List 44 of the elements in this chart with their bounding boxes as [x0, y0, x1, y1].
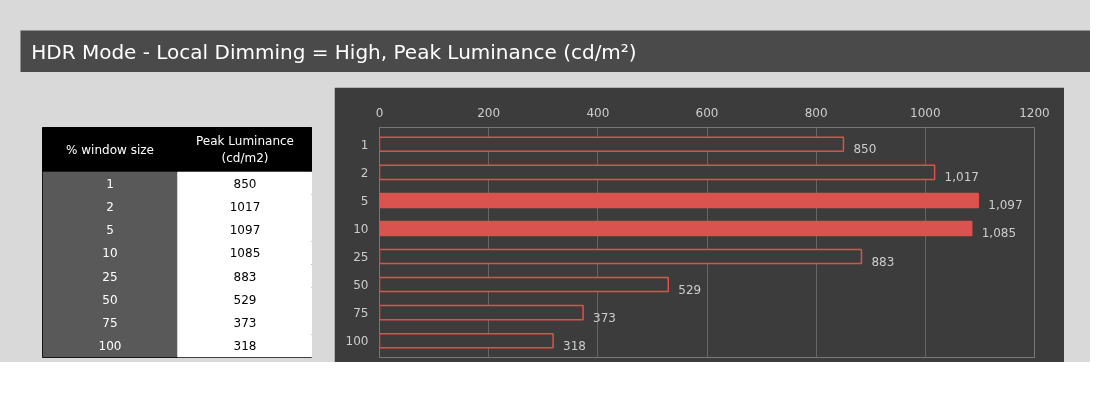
- data-label: 1097: [229, 223, 261, 238]
- y-tick-label: 50: [353, 278, 369, 293]
- data-label: 373: [593, 310, 616, 325]
- data-label: 1017: [229, 199, 261, 214]
- x-tick-label: 1200: [1019, 105, 1050, 120]
- bar: [379, 220, 973, 237]
- x-tick-label: 0: [375, 105, 384, 120]
- y-tick-label: 2: [360, 165, 369, 180]
- bar: [379, 192, 980, 209]
- data-label: 883: [871, 254, 895, 269]
- data-label: 850: [853, 142, 877, 157]
- y-tick-label: 25: [353, 250, 369, 265]
- y-tick-label: 25: [102, 269, 118, 284]
- x-tick-label: 600: [695, 105, 719, 120]
- x-tick-label: Peak Luminance (cd/m2): [196, 134, 294, 165]
- data-label: 1,085: [981, 226, 1017, 241]
- y-tick-label: 75: [102, 316, 118, 331]
- y-axis-title: % window size: [66, 142, 154, 157]
- x-tick-label: 1000: [910, 105, 941, 120]
- data-label: 850: [233, 176, 257, 191]
- y-tick-label: 100: [98, 339, 122, 354]
- data-label: 318: [233, 339, 257, 354]
- y-tick-label: 10: [353, 221, 369, 236]
- data-label: 1,097: [988, 198, 1023, 213]
- y-tick-label: 1: [106, 176, 114, 191]
- data-label: 529: [233, 292, 257, 307]
- data-label: 373: [233, 316, 257, 331]
- y-tick-label: 1: [360, 137, 369, 152]
- y-tick-label: 75: [353, 306, 369, 321]
- data-label: 1085: [229, 246, 261, 261]
- x-tick-label: 800: [804, 105, 828, 120]
- y-tick-label: 2: [106, 199, 114, 214]
- chart-title: HDR Mode - Local Dimming = High, Peak Luminance (cd/m²): [31, 39, 637, 64]
- y-tick-label: 5: [360, 193, 369, 208]
- y-tick-label: 10: [102, 246, 118, 261]
- y-tick-label: 5: [106, 223, 114, 238]
- data-label: 883: [233, 269, 257, 284]
- data-label: 529: [678, 282, 702, 297]
- y-tick-label: 100: [345, 334, 369, 349]
- x-tick-label: 200: [477, 105, 501, 120]
- data-label: 318: [563, 338, 586, 353]
- x-tick-label: 400: [586, 105, 610, 120]
- y-tick-label: 50: [102, 292, 118, 307]
- data-label: 1,017: [944, 170, 979, 185]
